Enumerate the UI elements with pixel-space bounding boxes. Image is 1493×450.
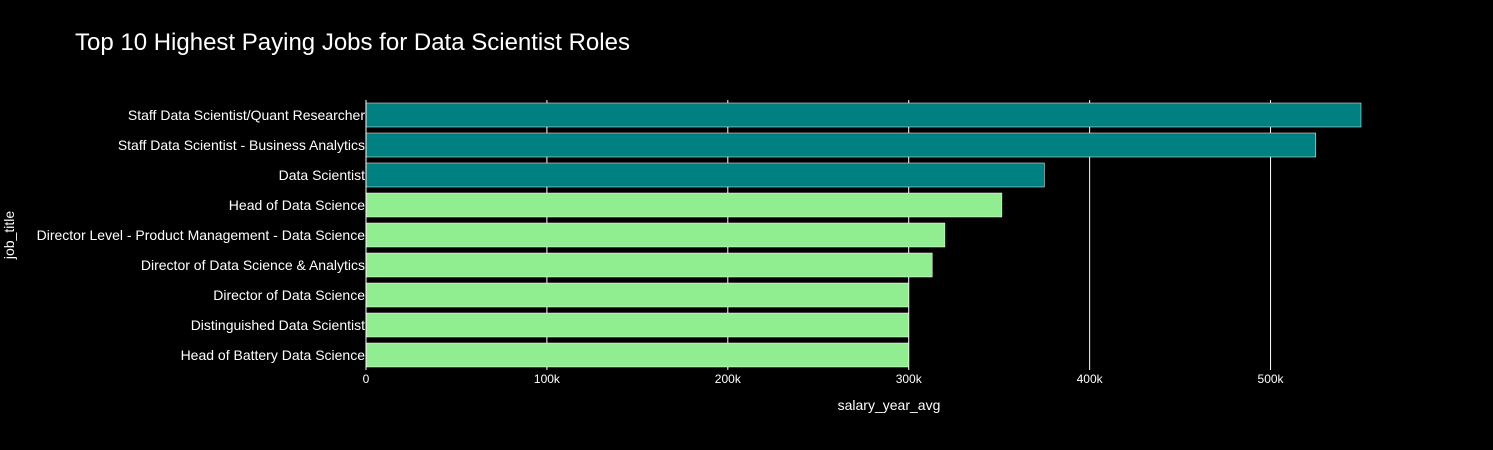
bar[interactable] [365, 282, 909, 308]
y-tick-label: Staff Data Scientist/Quant Researcher [128, 107, 365, 123]
x-tick-label: 100k [534, 372, 561, 386]
x-tick-label: 400k [1077, 372, 1104, 386]
y-tick-label: Distinguished Data Scientist [191, 317, 365, 333]
x-tick-label: 200k [715, 372, 742, 386]
bar[interactable] [365, 312, 909, 338]
y-axis-tick-labels: Staff Data Scientist/Quant Researcher Sta… [37, 107, 366, 363]
bar[interactable] [365, 192, 1003, 218]
x-tick-label: 500k [1258, 372, 1285, 386]
bar[interactable] [365, 222, 946, 248]
x-axis-tick-labels: 0 100k 200k 300k 400k 500k [363, 372, 1285, 386]
bar[interactable] [365, 252, 933, 278]
x-tick-label: 0 [363, 372, 370, 386]
y-tick-label: Director of Data Science & Analytics [141, 257, 365, 273]
y-tick-label: Director Level - Product Management - Da… [37, 227, 366, 243]
y-tick-label: Director of Data Science [213, 287, 365, 303]
bar[interactable] [365, 162, 1045, 188]
chart-title: Top 10 Highest Paying Jobs for Data Scie… [75, 29, 630, 56]
bar[interactable] [365, 102, 1362, 128]
y-axis-title: job_title [1, 211, 17, 260]
bars [365, 102, 1362, 368]
bar[interactable] [365, 132, 1317, 158]
y-tick-label: Head of Data Science [229, 197, 365, 213]
y-tick-label: Head of Battery Data Science [181, 347, 366, 363]
bar[interactable] [365, 342, 909, 368]
x-axis-title: salary_year_avg [838, 397, 941, 413]
y-tick-label: Staff Data Scientist - Business Analytic… [118, 137, 365, 153]
y-tick-label: Data Scientist [279, 167, 365, 183]
x-tick-label: 300k [896, 372, 923, 386]
